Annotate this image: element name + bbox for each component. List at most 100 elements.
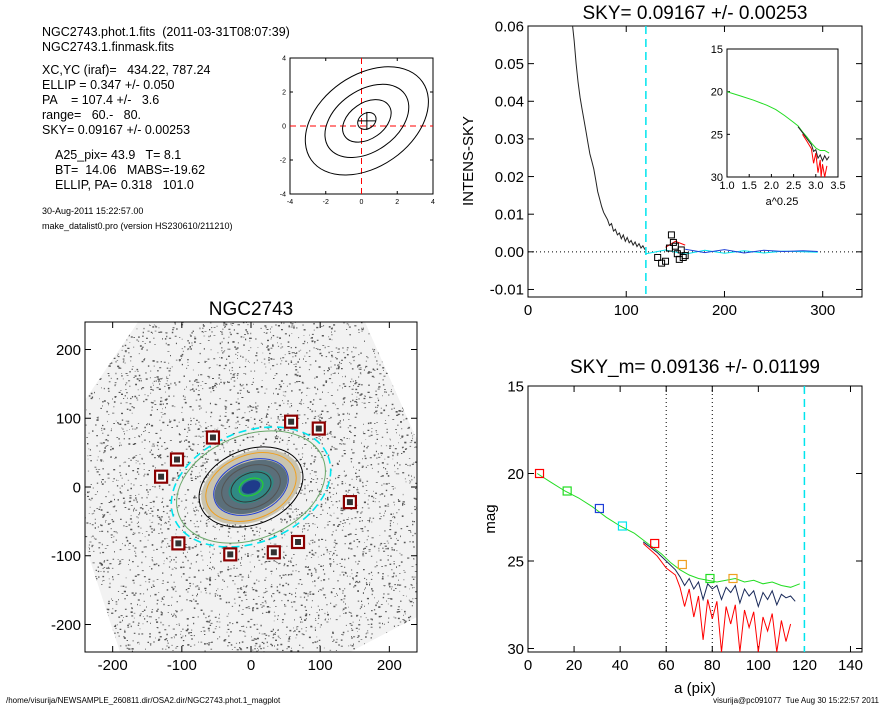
- inset-x-label: 2.5: [786, 180, 801, 192]
- mag-square-marker: [617, 521, 628, 531]
- mag-red-line: [642, 543, 792, 652]
- image-x-label: 100: [308, 657, 333, 674]
- intens-sky-square: [675, 255, 683, 263]
- intens-plot-area: [572, 26, 818, 267]
- mag-y-label: 25: [507, 553, 524, 570]
- info-date: 30-Aug-2011 15:22:57.00: [42, 206, 144, 216]
- contour-y-label: -4: [280, 191, 286, 198]
- galaxy-isophote: [176, 430, 326, 544]
- info-pa-line: PA = 107.4 +/- 3.6: [42, 93, 160, 107]
- image-x-label: 0: [247, 657, 255, 674]
- masked-star-core: [173, 456, 180, 463]
- intens-sky-square: [658, 259, 666, 267]
- intens-sky-square: [662, 257, 670, 265]
- contour-y-label: 2: [282, 89, 286, 96]
- inset-black-line: [797, 126, 830, 163]
- intens-y-label: 0.05: [495, 56, 524, 73]
- galaxy-isophote: [198, 446, 304, 528]
- contour-level: [304, 66, 429, 176]
- contour-level: [342, 99, 392, 143]
- info-range-line: range= 60.- 80.: [42, 108, 142, 122]
- masked-star-core: [227, 551, 234, 558]
- mag-x-label: 20: [566, 657, 583, 674]
- mag-x-label: 100: [746, 657, 771, 674]
- intens-y-label: 0.02: [495, 169, 524, 186]
- inset-y-label: 30: [711, 172, 723, 184]
- contour-x-label: 0: [360, 199, 364, 206]
- intens-x-label: 0: [524, 302, 532, 319]
- intens-sky-square: [667, 231, 675, 239]
- intens-sky-square: [681, 252, 689, 260]
- inset-x-label: 1.0: [719, 180, 734, 192]
- mag-xlabel: a (pix): [674, 680, 716, 697]
- inset-green-line: [727, 91, 830, 154]
- mag-square-marker: [562, 486, 572, 496]
- image-x-label: -100: [167, 657, 197, 674]
- intens-ylabel: INTENS-SKY: [460, 116, 477, 206]
- contour-x-label: -2: [323, 199, 329, 206]
- intens-x-label: 300: [810, 302, 835, 319]
- inset-y-label: 20: [711, 87, 723, 99]
- inset-x-label: 2.0: [764, 180, 779, 192]
- mag-y-label: 15: [507, 378, 524, 395]
- info-ellip-pa-line: ELLIP, PA= 0.318 101.0: [55, 178, 194, 192]
- intens-y-label: 0.06: [495, 18, 524, 35]
- masked-star-core: [315, 425, 322, 432]
- mag-title: SKY_m= 0.09136 +/- 0.01199: [570, 357, 820, 378]
- intens-x-label: 200: [712, 302, 737, 319]
- mag-x-label: 140: [838, 657, 863, 674]
- intens-sky-square: [654, 253, 662, 261]
- mag-x-label: 120: [792, 657, 817, 674]
- intens-title: SKY= 0.09167 +/- 0.00253: [582, 3, 807, 24]
- mag-y-label: 20: [507, 466, 524, 483]
- galaxy-isophote: [238, 477, 264, 497]
- mag-square-marker: [594, 503, 605, 514]
- contour-y-label: -2: [280, 157, 286, 164]
- contour-y-label: 4: [282, 55, 286, 62]
- image-y-label: -100: [51, 548, 81, 565]
- info-program: make_datalist0.pro (version HS230610/211…: [42, 221, 233, 231]
- image-y-label: -200: [51, 617, 81, 634]
- inset-plot-area: [727, 91, 830, 177]
- mag-x-label: 80: [704, 657, 721, 674]
- mag-square-marker: [677, 559, 687, 570]
- intens-y-label: 0.01: [495, 206, 524, 223]
- mag-square-marker: [650, 538, 660, 549]
- mag-x-label: 0: [524, 657, 532, 674]
- image-x-label: 200: [377, 657, 402, 674]
- contour-x-label: 4: [431, 199, 435, 206]
- footer-path: /home/visurija/NEWSAMPLE_260811.dir/OSA2…: [6, 696, 281, 705]
- mag-square-marker: [705, 573, 715, 584]
- masked-star-core: [346, 499, 353, 506]
- info-a25-line: A25_pix= 43.9 T= 8.1: [55, 148, 182, 162]
- info-sky-line: SKY= 0.09167 +/- 0.00253: [42, 123, 191, 137]
- image-x-label: -200: [98, 657, 128, 674]
- masked-star-core: [209, 434, 216, 441]
- image-y-label: 100: [56, 411, 81, 428]
- info-file-line: NGC2743.phot.1.fits (2011-03-31T08:07:39…: [42, 25, 290, 39]
- info-center-line: XC,YC (iraf)= 434.22, 787.24: [42, 63, 211, 77]
- image-y-label: 200: [56, 342, 81, 359]
- masked-star-core: [295, 539, 302, 545]
- inset-red-line: [802, 134, 828, 177]
- galaxy-isophote: [221, 464, 281, 510]
- info-mask-line: NGC2743.1.finmask.fits: [42, 40, 174, 54]
- galaxy-isophote: [170, 426, 332, 548]
- galaxy-core: [241, 480, 261, 494]
- intens-y-label: -0.01: [490, 282, 524, 299]
- mag-green-line: [536, 473, 800, 588]
- inset-y-label: 15: [711, 44, 723, 56]
- contour-x-label: -4: [287, 199, 293, 206]
- mag-x-label: 40: [612, 657, 629, 674]
- mag-square-marker: [534, 468, 545, 479]
- inset-x-label: 3.5: [830, 180, 845, 192]
- info-bt-line: BT= 14.06 MABS=-19.62: [55, 163, 206, 177]
- image-y-label: 0: [73, 479, 81, 496]
- image-field: [85, 322, 417, 652]
- footer-user-time: visurija@pc091077 Tue Aug 30 15:22:57 20…: [713, 696, 879, 705]
- image-title: NGC2743: [209, 299, 294, 320]
- mag-ylabel: mag: [482, 504, 499, 533]
- masked-star-core: [158, 473, 165, 480]
- masked-star-core: [175, 540, 182, 547]
- inset-y-label: 25: [711, 129, 723, 141]
